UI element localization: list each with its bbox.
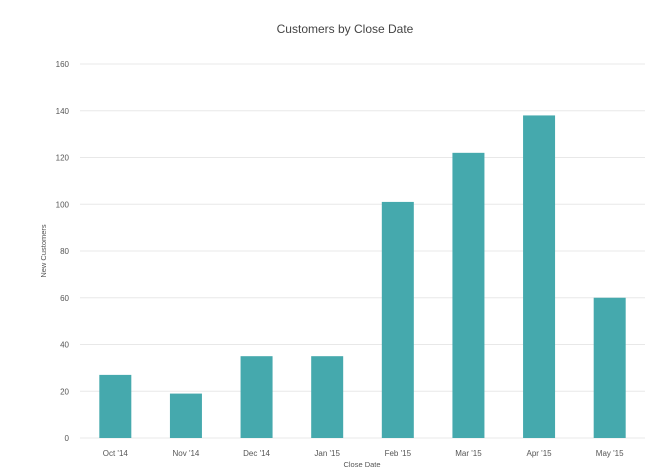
x-tick-label: May '15 [596,449,624,458]
y-tick-label: 140 [56,107,70,116]
y-tick-label: 0 [65,434,70,443]
x-tick-label: Oct '14 [103,449,129,458]
x-tick-label: Nov '14 [173,449,200,458]
x-tick-label: Feb '15 [385,449,412,458]
bar [169,393,202,438]
bar [240,356,273,438]
chart-title: Customers by Close Date [277,22,414,36]
y-tick-label: 160 [56,60,70,69]
x-axis-label: Close Date [343,460,380,469]
y-tick-label: 120 [56,154,70,163]
y-tick-label: 20 [60,387,69,396]
x-axis-ticks: Oct '14 Nov '14 Dec '14 Jan '15 Feb '15 Mar '… [103,449,624,458]
y-axis-label: New Customers [39,224,48,278]
bar [523,115,556,439]
bar [452,152,485,438]
x-tick-label: Jan '15 [314,449,340,458]
bar [381,201,414,438]
bar [593,297,626,438]
y-axis-ticks: 0 20 40 60 80 100 120 140 160 [56,60,70,443]
gridlines [80,63,645,439]
y-tick-label: 40 [60,341,69,350]
y-tick-label: 80 [60,247,69,256]
x-tick-label: Apr '15 [527,449,553,458]
x-tick-label: Mar '15 [455,449,482,458]
y-tick-label: 60 [60,294,69,303]
bars [99,115,626,439]
bar [311,356,344,438]
x-tick-label: Dec '14 [243,449,270,458]
bar [99,374,132,438]
y-tick-label: 100 [56,200,70,209]
